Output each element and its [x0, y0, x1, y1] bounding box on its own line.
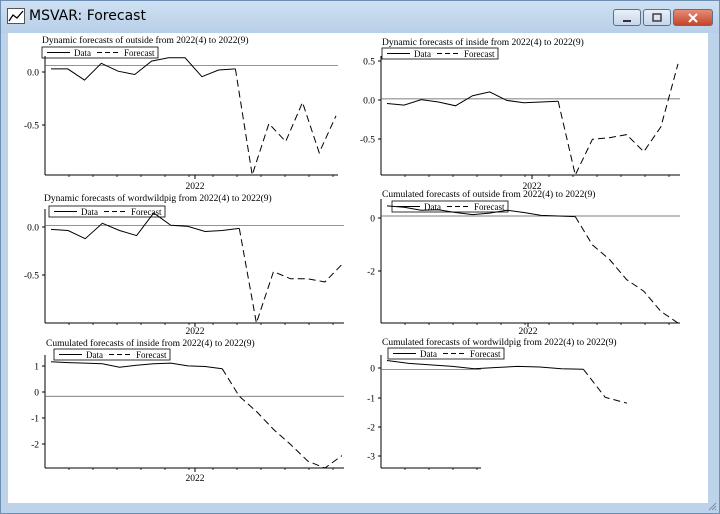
series-data-line: [50, 361, 223, 370]
x-tick-label: 2022: [523, 182, 542, 192]
y-tick-label: -3: [367, 453, 375, 463]
series-forecast-line: [583, 368, 628, 404]
graph-area: Dynamic forecasts of outside from 2022(4…: [8, 33, 708, 503]
legend-data-label: Data: [74, 48, 91, 58]
minimize-button[interactable]: [613, 9, 641, 26]
x-tick-label: 2022: [186, 182, 205, 192]
legend-forecast-label: Forecast: [136, 350, 167, 360]
series-forecast-line: [557, 63, 679, 177]
chart-panel-3: Dynamic forecasts of wordwildpig from 20…: [24, 193, 344, 337]
y-tick-label: -0.5: [360, 136, 375, 146]
chart-panel-1: Dynamic forecasts of outside from 2022(4…: [24, 35, 338, 192]
series-data-line: [51, 57, 236, 81]
y-tick-label: 0.0: [363, 97, 375, 107]
legend-data-label: Data: [414, 49, 431, 59]
y-tick-label: 0.0: [27, 224, 39, 234]
series-forecast-line: [238, 228, 343, 324]
close-icon: [688, 12, 698, 23]
chart-legend: Data Forecast: [391, 200, 509, 213]
series-data-line: [50, 212, 240, 240]
window-title: MSVAR: Forecast: [29, 8, 146, 24]
legend-data-label: Data: [424, 202, 441, 212]
series-data-line: [386, 91, 559, 107]
maximize-button[interactable]: [643, 9, 671, 26]
legend-data-label: Data: [86, 350, 103, 360]
y-tick-label: -0.5: [24, 122, 39, 132]
y-tick-label: 0: [34, 389, 39, 399]
legend-forecast-label: Forecast: [131, 207, 162, 217]
y-tick-label: -2: [31, 441, 39, 451]
maximize-icon: [652, 12, 662, 22]
forecast-charts: Dynamic forecasts of outside from 2022(4…: [24, 35, 680, 484]
y-tick-label: -1: [31, 415, 39, 425]
minimize-icon: [623, 19, 631, 22]
series-forecast-line: [574, 216, 679, 324]
x-tick-label: 2022: [186, 474, 205, 484]
series-data-line: [386, 360, 584, 370]
chart-title: Dynamic forecasts of wordwildpig from 20…: [44, 193, 272, 204]
title-bar[interactable]: MSVAR: Forecast: [1, 1, 719, 33]
legend-forecast-label: Forecast: [464, 49, 495, 59]
chart-panel-5: Cumulated forecasts of inside from 2022(…: [31, 338, 344, 484]
chart-legend: Data Forecast: [387, 347, 505, 360]
y-tick-label: -0.5: [24, 272, 39, 282]
chart-title: Cumulated forecasts of outside from 2022…: [382, 189, 595, 200]
chart-legend: Data Forecast: [53, 348, 171, 361]
x-tick-label: 2022: [519, 327, 538, 337]
chart-legend: Data Forecast: [381, 47, 499, 60]
chart-legend: Data Forecast: [41, 46, 159, 59]
series-data-line: [386, 205, 576, 218]
chart-title: Dynamic forecasts of inside from 2022(4)…: [382, 37, 584, 48]
chart-panel-4: Cumulated forecasts of outside from 2022…: [367, 189, 680, 337]
y-tick-label: 1: [34, 363, 39, 373]
chart-title: Cumulated forecasts of inside from 2022(…: [46, 338, 255, 349]
legend-data-label: Data: [81, 207, 98, 217]
y-tick-label: -1: [367, 395, 375, 405]
chart-panel-6: Cumulated forecasts of wordwildpig from …: [367, 337, 628, 470]
legend-data-label: Data: [420, 349, 437, 359]
chart-app-icon: [7, 8, 25, 24]
y-tick-label: -2: [367, 268, 375, 278]
legend-forecast-label: Forecast: [470, 349, 501, 359]
legend-forecast-label: Forecast: [474, 202, 505, 212]
series-forecast-line: [221, 368, 343, 469]
legend-forecast-label: Forecast: [124, 48, 155, 58]
x-tick-label: 2022: [186, 327, 205, 337]
y-tick-label: 0.0: [27, 69, 39, 79]
chart-legend: Data Forecast: [48, 205, 166, 218]
series-forecast-line: [234, 68, 337, 176]
chart-panel-2: Dynamic forecasts of inside from 2022(4)…: [360, 37, 680, 192]
resize-grip-icon[interactable]: [707, 501, 717, 511]
y-tick-label: 0: [370, 215, 375, 225]
chart-title: Dynamic forecasts of outside from 2022(4…: [42, 35, 249, 46]
y-tick-label: -2: [367, 424, 375, 434]
y-tick-label: 0: [370, 365, 375, 375]
y-tick-label: 0.5: [363, 58, 375, 68]
chart-title: Cumulated forecasts of wordwildpig from …: [382, 337, 617, 348]
close-button[interactable]: [673, 9, 713, 26]
